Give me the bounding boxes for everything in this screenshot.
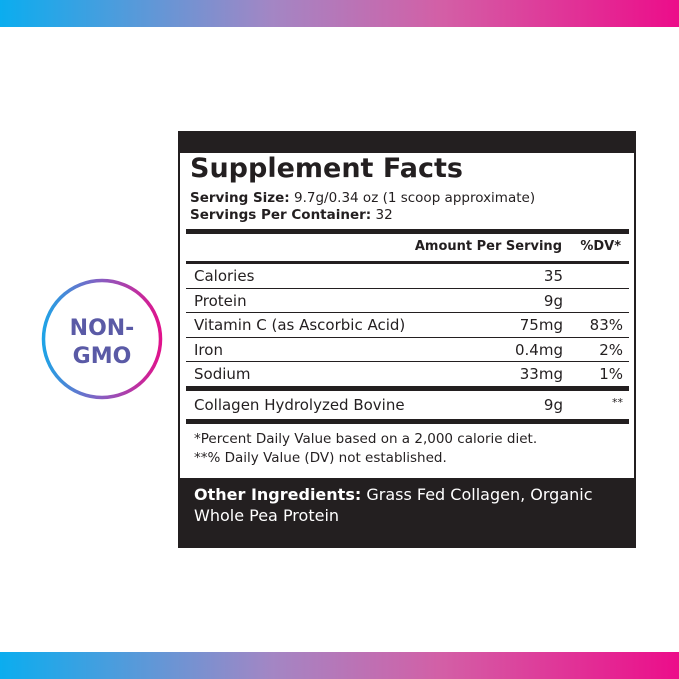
badge-ring-icon xyxy=(41,278,163,400)
amount-header: Amount Per Serving xyxy=(414,239,562,254)
nutrient-dv: 2% xyxy=(599,341,623,359)
nutrient-name: Iron xyxy=(194,341,223,359)
nutrient-amount: 0.4mg xyxy=(515,341,563,359)
thick-rule xyxy=(186,229,629,234)
dv-header: %DV* xyxy=(580,239,621,254)
nutrient-dv: 83% xyxy=(589,316,623,334)
nutrient-name: Collagen Hydrolyzed Bovine xyxy=(194,396,405,414)
nutrient-row: Calories 35 xyxy=(186,264,629,288)
nutrient-amount: 35 xyxy=(543,267,563,285)
nutrient-row: Sodium 33mg 1% xyxy=(186,362,629,386)
row-divider xyxy=(186,312,629,313)
other-ingredients-label: Other Ingredients: xyxy=(194,485,362,504)
nutrient-name: Calories xyxy=(194,267,255,285)
collagen-row: Collagen Hydrolyzed Bovine 9g ** xyxy=(186,393,629,417)
servings-value: 32 xyxy=(375,207,393,223)
row-divider xyxy=(186,288,629,289)
nutrient-dv: 1% xyxy=(599,365,623,383)
nutrient-name: Vitamin C (as Ascorbic Acid) xyxy=(194,316,406,334)
top-gradient-band xyxy=(0,0,679,27)
thick-rule xyxy=(186,386,629,391)
label-top-bar xyxy=(178,131,636,153)
header-rule xyxy=(186,261,629,264)
bottom-gradient-band xyxy=(0,652,679,679)
thick-rule xyxy=(186,419,629,424)
row-divider xyxy=(186,361,629,362)
other-ingredients-box: Other Ingredients: Grass Fed Collagen, O… xyxy=(178,478,636,548)
footnote-not-established: **% Daily Value (DV) not established. xyxy=(194,450,447,466)
nutrient-amount: 9g xyxy=(543,292,563,310)
footnote-dv: *Percent Daily Value based on a 2,000 ca… xyxy=(194,431,538,447)
servings-label: Servings Per Container: xyxy=(190,207,372,223)
nutrient-row: Iron 0.4mg 2% xyxy=(186,338,629,362)
nutrient-amount: 9g xyxy=(543,396,563,414)
other-ingredients-value: Grass Fed Collagen, Organic Whole Pea Pr… xyxy=(194,485,593,525)
label-title: Supplement Facts xyxy=(190,153,463,184)
serving-size-label: Serving Size: xyxy=(190,190,290,206)
row-divider xyxy=(186,337,629,338)
nutrient-dv: ** xyxy=(612,396,623,409)
nutrient-name: Sodium xyxy=(194,365,251,383)
nutrient-row: Protein 9g xyxy=(186,289,629,313)
nutrient-name: Protein xyxy=(194,292,247,310)
nutrient-amount: 33mg xyxy=(519,365,563,383)
badge-line2: GMO xyxy=(72,344,132,369)
nutrient-amount: 75mg xyxy=(519,316,563,334)
badge-line1: NON- xyxy=(69,316,135,341)
serving-size-value: 9.7g/0.34 oz (1 scoop approximate) xyxy=(294,190,536,206)
nutrient-row: Vitamin C (as Ascorbic Acid) 75mg 83% xyxy=(186,313,629,337)
